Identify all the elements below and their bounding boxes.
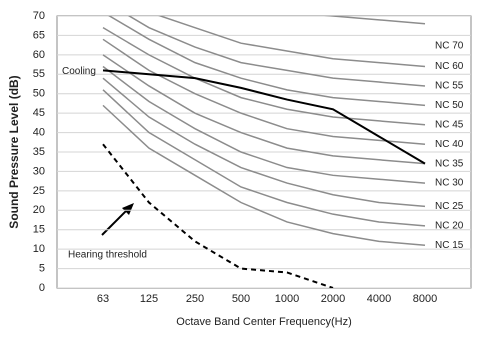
series-line	[102, 104, 426, 247]
x-axis-label: Octave Band Center Frequency(Hz)	[176, 316, 351, 328]
y-tick-label: 60	[33, 49, 45, 61]
y-tick-label: 35	[33, 146, 45, 158]
x-tick-label: 8000	[413, 293, 437, 305]
y-axis-label: Sound Pressure Level (dB)	[7, 75, 21, 228]
x-tick-label: 500	[232, 293, 250, 305]
y-tick-label: 20	[33, 204, 45, 216]
y-tick-label: 55	[33, 68, 45, 80]
series-label: NC 70	[435, 41, 464, 52]
x-tick-label: 63	[97, 293, 109, 305]
y-tick-label: 45	[33, 107, 45, 119]
arrow-head	[122, 203, 134, 215]
series-line	[102, 143, 334, 288]
x-tick-label: 250	[186, 293, 204, 305]
series-label: NC 50	[435, 100, 464, 111]
series-label: NC 40	[435, 139, 464, 150]
y-tick-label: 25	[33, 185, 45, 197]
x-tick-label: 4000	[367, 293, 391, 305]
series-label: NC 20	[435, 220, 464, 231]
x-tick-label: 2000	[321, 293, 345, 305]
series-line	[102, 27, 426, 126]
y-tick-label: 70	[33, 10, 45, 22]
y-tick-label: 0	[39, 282, 45, 294]
annotation-arrow	[101, 206, 131, 236]
y-tick-label: 65	[33, 29, 45, 41]
series-line	[102, 54, 426, 165]
y-tick-label: 10	[33, 243, 45, 255]
series-line	[102, 65, 426, 184]
series-line	[108, 16, 426, 107]
series-label: NC 60	[435, 61, 464, 72]
series-label: NC 25	[435, 201, 464, 212]
series-label: NC 35	[435, 158, 464, 169]
series-label: Cooling	[62, 66, 96, 77]
series-label: NC 15	[435, 240, 464, 251]
plot-area	[57, 16, 471, 288]
series-line	[102, 89, 426, 227]
series-label: NC 55	[435, 81, 464, 92]
series-label: NC 30	[435, 178, 464, 189]
y-tick-label: 40	[33, 126, 45, 138]
series-line	[127, 16, 426, 87]
series-line	[158, 16, 426, 68]
series-line	[324, 16, 426, 25]
series-label: Hearing threshold	[68, 250, 147, 261]
series-line	[102, 69, 426, 165]
y-tick-label: 50	[33, 88, 45, 100]
x-tick-label: 1000	[275, 293, 299, 305]
series-label: NC 45	[435, 119, 464, 130]
y-tick-label: 5	[39, 262, 45, 274]
series-line	[102, 77, 426, 208]
y-tick-label: 30	[33, 165, 45, 177]
y-tick-label: 15	[33, 224, 45, 236]
x-tick-label: 125	[140, 293, 158, 305]
